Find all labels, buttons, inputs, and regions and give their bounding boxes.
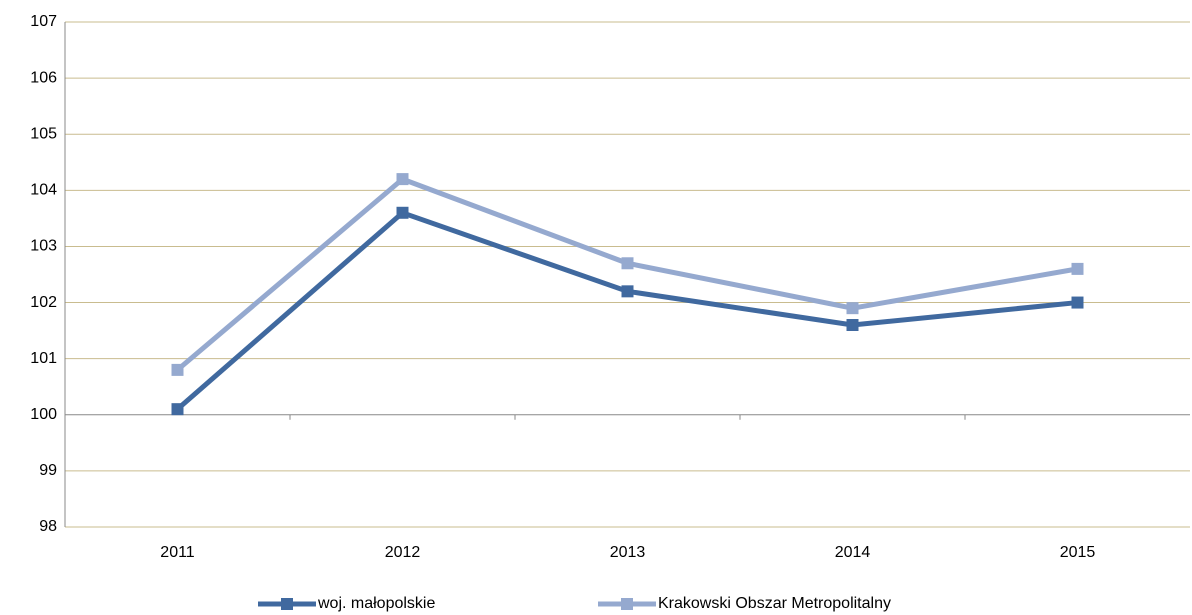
marker — [396, 173, 409, 186]
line — [175, 176, 1078, 372]
legend-label: woj. małopolskie — [317, 595, 435, 612]
marker — [171, 363, 184, 376]
x-tick-label: 2012 — [385, 544, 421, 561]
legend-marker — [621, 598, 633, 610]
y-tick-label: 99 — [39, 462, 57, 479]
legend-label: Krakowski Obszar Metropolitalny — [658, 595, 891, 612]
x-tick-label: 2015 — [1060, 544, 1096, 561]
x-tick-label: 2013 — [610, 544, 646, 561]
marker — [396, 206, 409, 219]
marker — [846, 319, 859, 331]
marker — [1071, 262, 1084, 275]
marker — [846, 302, 859, 315]
y-tick-label: 103 — [30, 238, 57, 255]
y-tick-label: 100 — [30, 406, 57, 423]
line — [175, 209, 1078, 412]
y-tick-label: 105 — [30, 125, 57, 142]
x-tick-label: 2014 — [835, 544, 871, 561]
y-tick-label: 107 — [30, 13, 57, 30]
y-tick-label: 102 — [30, 294, 57, 311]
marker — [171, 403, 184, 416]
y-tick-label: 101 — [30, 350, 57, 367]
y-tick-label: 98 — [39, 518, 57, 535]
marker — [1071, 296, 1084, 309]
y-tick-label: 106 — [30, 69, 57, 86]
y-tick-label: 104 — [30, 182, 57, 199]
marker — [621, 257, 634, 270]
legend-marker — [281, 598, 293, 610]
x-tick-label: 2011 — [160, 544, 195, 561]
marker — [621, 285, 634, 298]
